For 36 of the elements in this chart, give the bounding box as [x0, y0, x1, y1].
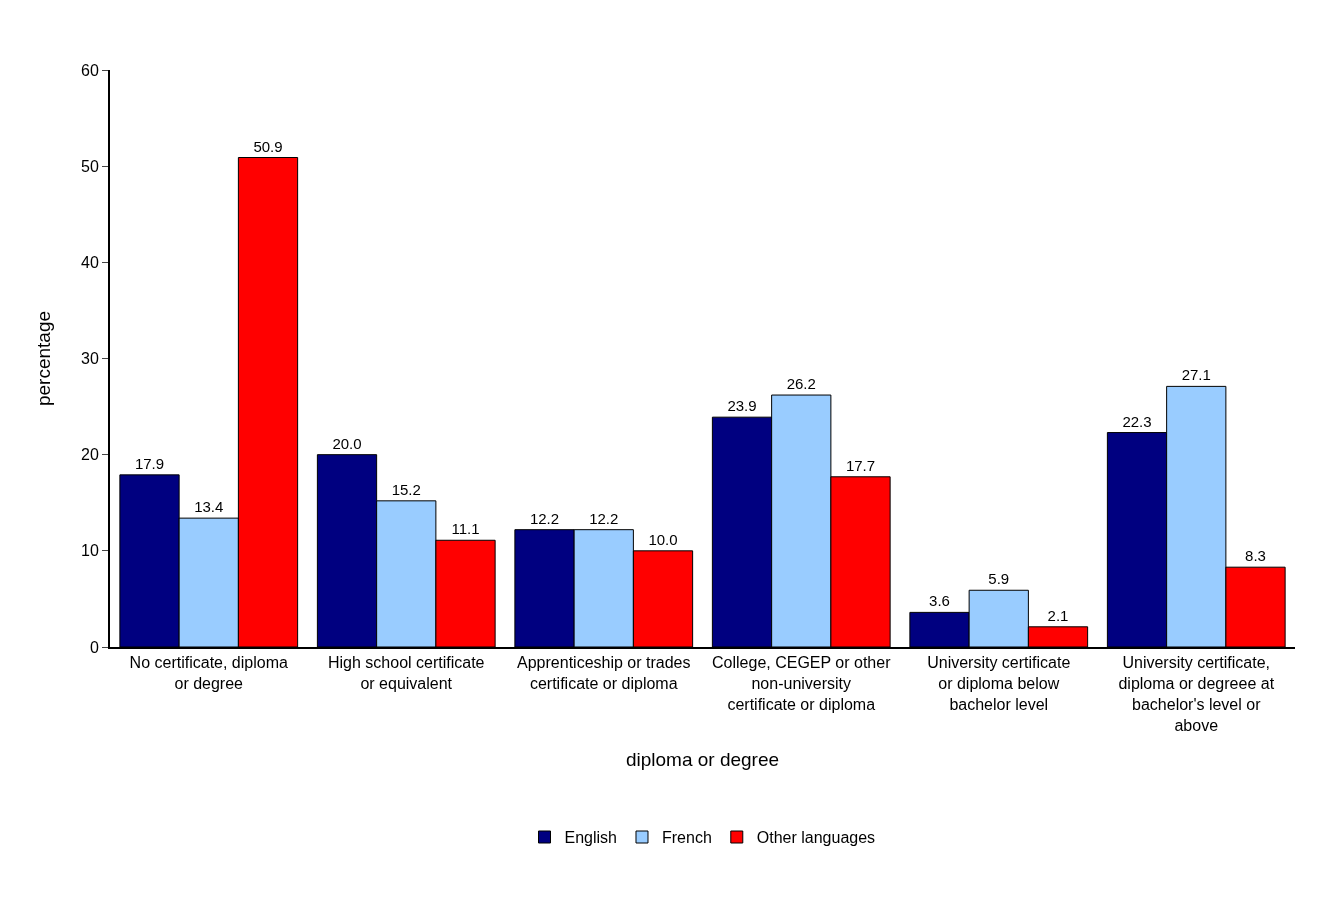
data-label: 13.4 [194, 498, 224, 516]
legend-label: Other languages [756, 829, 876, 847]
y-tick-label: 20 [81, 446, 99, 464]
y-tick-label: 0 [89, 638, 99, 656]
data-label: 10.0 [648, 530, 678, 548]
data-label: 2.1 [1047, 606, 1069, 624]
data-label: 17.9 [134, 454, 165, 472]
data-label: 23.9 [727, 397, 757, 415]
data-label: 26.2 [786, 375, 816, 393]
data-label: 15.2 [391, 480, 421, 498]
legend-label: French [661, 829, 712, 847]
data-label: 11.1 [451, 520, 480, 538]
data-label: 20.0 [332, 434, 362, 452]
x-tick-label: University certificate or diploma below bachelor level [927, 654, 1071, 713]
x-tick-label: Apprenticeship or trades certificate or diploma [517, 654, 691, 692]
y-axis-title: percentage [33, 310, 55, 407]
data-label: 22.3 [1122, 412, 1152, 430]
x-tick-label: High school certificate or equivalent [327, 654, 485, 692]
data-label: 12.2 [529, 509, 560, 527]
data-label: 50.9 [253, 137, 283, 155]
legend-label: English [564, 829, 617, 847]
data-label: 27.1 [1181, 366, 1211, 384]
x-tick-label: No certificate, diploma or degree [129, 654, 288, 692]
x-tick-label: University certificate, diploma or degreee at bachelor's level or above [1118, 654, 1275, 734]
y-tick-label: 50 [81, 157, 99, 175]
data-label: 8.3 [1245, 547, 1266, 565]
y-tick-label: 10 [81, 542, 99, 560]
data-label: 5.9 [988, 570, 1010, 588]
data-label: 3.6 [929, 592, 950, 610]
y-tick-label: 30 [81, 350, 99, 368]
y-tick-label: 40 [81, 253, 99, 271]
x-tick-label: College, CEGEP or other non-university certificate or diploma [712, 654, 892, 713]
data-label: 12.2 [589, 509, 619, 527]
y-tick-label: 60 [81, 61, 99, 79]
data-label: 17.7 [845, 456, 876, 474]
x-axis-title: diploma or degree [625, 748, 780, 770]
